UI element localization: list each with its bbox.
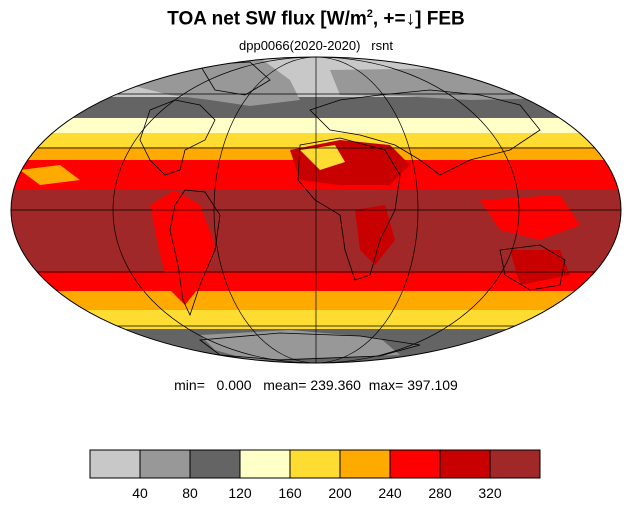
colorbar: 40 80 120 160 200 240 280 320 xyxy=(89,449,541,501)
colorbar-swatch xyxy=(239,449,291,479)
colorbar-tick-label: 40 xyxy=(132,485,148,501)
central-africa-region xyxy=(355,205,395,265)
north-pacific-patch xyxy=(20,165,80,185)
colorbar-tick-label: 160 xyxy=(278,485,302,501)
africa-coast xyxy=(297,137,401,281)
colorbar-swatch xyxy=(389,449,441,479)
south-pacific-patch xyxy=(560,295,615,312)
colorbar-tick-label: 80 xyxy=(182,485,198,501)
antarctica-coast xyxy=(198,332,421,361)
map-title: TOA net SW flux [W/m2, +=↓] FEB xyxy=(167,8,465,30)
coastlines xyxy=(139,61,566,361)
south-america-region xyxy=(150,190,215,305)
colorbar-swatch xyxy=(89,449,141,479)
stats-line: min= 0.000 mean= 239.360 max= 397.109 xyxy=(174,377,458,393)
australia-coast xyxy=(499,244,566,291)
australia-region xyxy=(510,250,570,285)
graticule xyxy=(11,57,621,363)
north-america-coast xyxy=(139,99,216,176)
colorbar-tick-label: 240 xyxy=(378,485,402,501)
flux-field xyxy=(11,57,621,363)
south-america-coast xyxy=(169,189,221,317)
colorbar-tick-label: 200 xyxy=(328,485,352,501)
map-subtitle: dpp0066(2020-2020) rsnt xyxy=(239,38,393,53)
colorbar-tick-label: 120 xyxy=(228,485,252,501)
colorbar-swatch xyxy=(139,449,191,479)
sahara-bright xyxy=(300,145,345,170)
globe-outline xyxy=(10,56,622,364)
colorbar-swatch xyxy=(339,449,391,479)
colorbar-swatch xyxy=(189,449,241,479)
antarctica-bright xyxy=(200,330,400,360)
colorbar-swatch xyxy=(289,449,341,479)
colorbar-swatch xyxy=(439,449,491,479)
maritime-continent-region xyxy=(480,195,580,240)
siberia-region xyxy=(330,68,560,100)
colorbar-tick-label: 280 xyxy=(428,485,452,501)
colorbar-tick-label: 320 xyxy=(478,485,502,501)
greenland-coast xyxy=(199,61,271,96)
eurasia-coast xyxy=(309,89,541,176)
meridian-60 xyxy=(213,57,419,363)
colorbar-swatch xyxy=(489,449,541,479)
meridian-120 xyxy=(112,57,520,363)
